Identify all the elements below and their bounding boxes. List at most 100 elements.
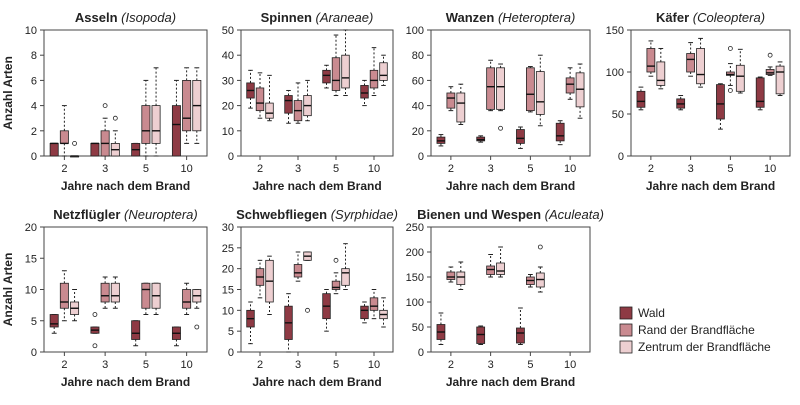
box-plot xyxy=(49,142,59,157)
box-iqr xyxy=(755,77,765,108)
box-plot xyxy=(716,83,725,130)
legend-swatch xyxy=(619,323,633,337)
plot-frame xyxy=(630,29,791,157)
outlier-point xyxy=(498,125,503,131)
chart-title-name: Käfer xyxy=(656,10,693,25)
box-plot xyxy=(775,61,785,97)
box-iqr xyxy=(49,142,59,157)
box-plot xyxy=(476,135,486,143)
box-iqr xyxy=(100,282,110,303)
x-tick-label: 10 xyxy=(764,163,776,175)
x-tick-label: 5 xyxy=(143,163,149,175)
chart-panel: Käfer (Coleoptera) 0 50 100 150 2 3 5 10 Jahre na… xyxy=(606,10,791,193)
box-plot xyxy=(436,312,446,345)
outlier-point xyxy=(92,312,98,317)
box-iqr xyxy=(516,327,525,344)
y-tick-label: 30 xyxy=(222,75,234,87)
box-plot xyxy=(284,293,293,353)
box-plot xyxy=(246,69,255,109)
outlier-point xyxy=(102,103,108,108)
box-plot xyxy=(265,74,274,122)
x-axis-label: Jahre nach dem Brand xyxy=(446,375,575,389)
y-tick-label: 0 xyxy=(228,151,234,163)
box-iqr xyxy=(496,67,505,110)
box-plot xyxy=(636,86,646,111)
legend-swatch xyxy=(619,340,633,354)
x-tick-label: 2 xyxy=(257,359,263,371)
x-tick-label: 10 xyxy=(564,359,576,371)
box-plot xyxy=(151,282,161,315)
box-iqr xyxy=(171,105,181,157)
box-plot xyxy=(496,63,505,131)
box-iqr xyxy=(284,95,293,114)
box-plot xyxy=(246,301,255,345)
box-plot xyxy=(322,64,331,89)
box-iqr xyxy=(131,320,141,340)
box-plot xyxy=(696,37,705,88)
y-tick-label: 20 xyxy=(412,126,424,138)
box-iqr xyxy=(49,314,59,328)
box-iqr xyxy=(486,67,495,110)
plot-frame xyxy=(240,29,394,157)
box-plot xyxy=(456,83,466,125)
y-tick-label: 100 xyxy=(406,25,424,37)
box-plot xyxy=(456,261,466,290)
y-tick-label: 0 xyxy=(31,347,37,359)
legend-label: Rand der Brandfläche xyxy=(638,323,755,337)
box-plot xyxy=(303,79,312,122)
y-tick-label: 5 xyxy=(31,316,37,328)
chart-title: Asseln (Isopoda) xyxy=(75,10,176,25)
box-iqr xyxy=(486,265,495,275)
y-tick-label: 0 xyxy=(418,151,424,163)
y-tick-label: 150 xyxy=(406,272,424,284)
box-plot xyxy=(341,243,350,290)
box-iqr xyxy=(456,92,466,123)
x-tick-label: 3 xyxy=(688,163,694,175)
box-iqr xyxy=(59,282,69,309)
chart-title-latin: (Coleoptera) xyxy=(693,10,765,25)
box-iqr xyxy=(322,69,331,84)
y-tick-label: 60 xyxy=(412,75,424,87)
plot-frame xyxy=(430,226,591,353)
box-iqr xyxy=(331,280,341,290)
box-plot xyxy=(90,142,100,157)
outlier-point xyxy=(727,88,733,93)
box-plot xyxy=(192,289,202,330)
y-tick-label: 25 xyxy=(222,243,234,255)
outlier-point xyxy=(92,343,98,349)
chart-panel: Netzflügler (Neuroptera) 0 5 10 15 20 Anzahl A… xyxy=(1,207,208,389)
box-iqr xyxy=(526,67,535,112)
box-plot xyxy=(284,89,293,124)
x-tick-label: 10 xyxy=(368,359,380,371)
y-tick-label: 4 xyxy=(31,101,37,113)
chart-title-name: Spinnen xyxy=(261,10,316,25)
y-tick-label: 5 xyxy=(228,326,234,338)
y-tick-label: 200 xyxy=(406,247,424,259)
box-iqr xyxy=(446,92,456,109)
y-tick-label: 100 xyxy=(606,67,624,79)
box-iqr xyxy=(726,71,735,76)
box-iqr xyxy=(182,289,192,309)
box-plot xyxy=(131,142,141,157)
box-plot xyxy=(735,48,745,94)
box-iqr xyxy=(331,57,341,91)
box-plot xyxy=(331,34,341,97)
box-iqr xyxy=(151,105,161,144)
box-plot xyxy=(486,59,495,112)
x-tick-label: 5 xyxy=(527,359,533,371)
box-plot xyxy=(646,40,656,77)
box-iqr xyxy=(535,71,545,115)
box-iqr xyxy=(775,65,785,95)
box-plot xyxy=(565,67,575,100)
box-plot xyxy=(100,276,110,309)
chart-panel: Asseln (Isopoda) 0 2 4 6 8 10 Anzahl Arten 2 3 5 10… xyxy=(1,10,208,193)
y-tick-label: 0 xyxy=(228,347,234,359)
box-plot xyxy=(379,54,388,86)
x-tick-label: 5 xyxy=(727,163,733,175)
chart-title-name: Netzflügler xyxy=(53,207,124,222)
y-tick-label: 10 xyxy=(25,285,37,297)
y-tick-label: 40 xyxy=(222,50,234,62)
chart-title-latin: (Araneae) xyxy=(316,10,374,25)
y-tick-label: 20 xyxy=(222,264,234,276)
box-plot xyxy=(141,79,151,157)
